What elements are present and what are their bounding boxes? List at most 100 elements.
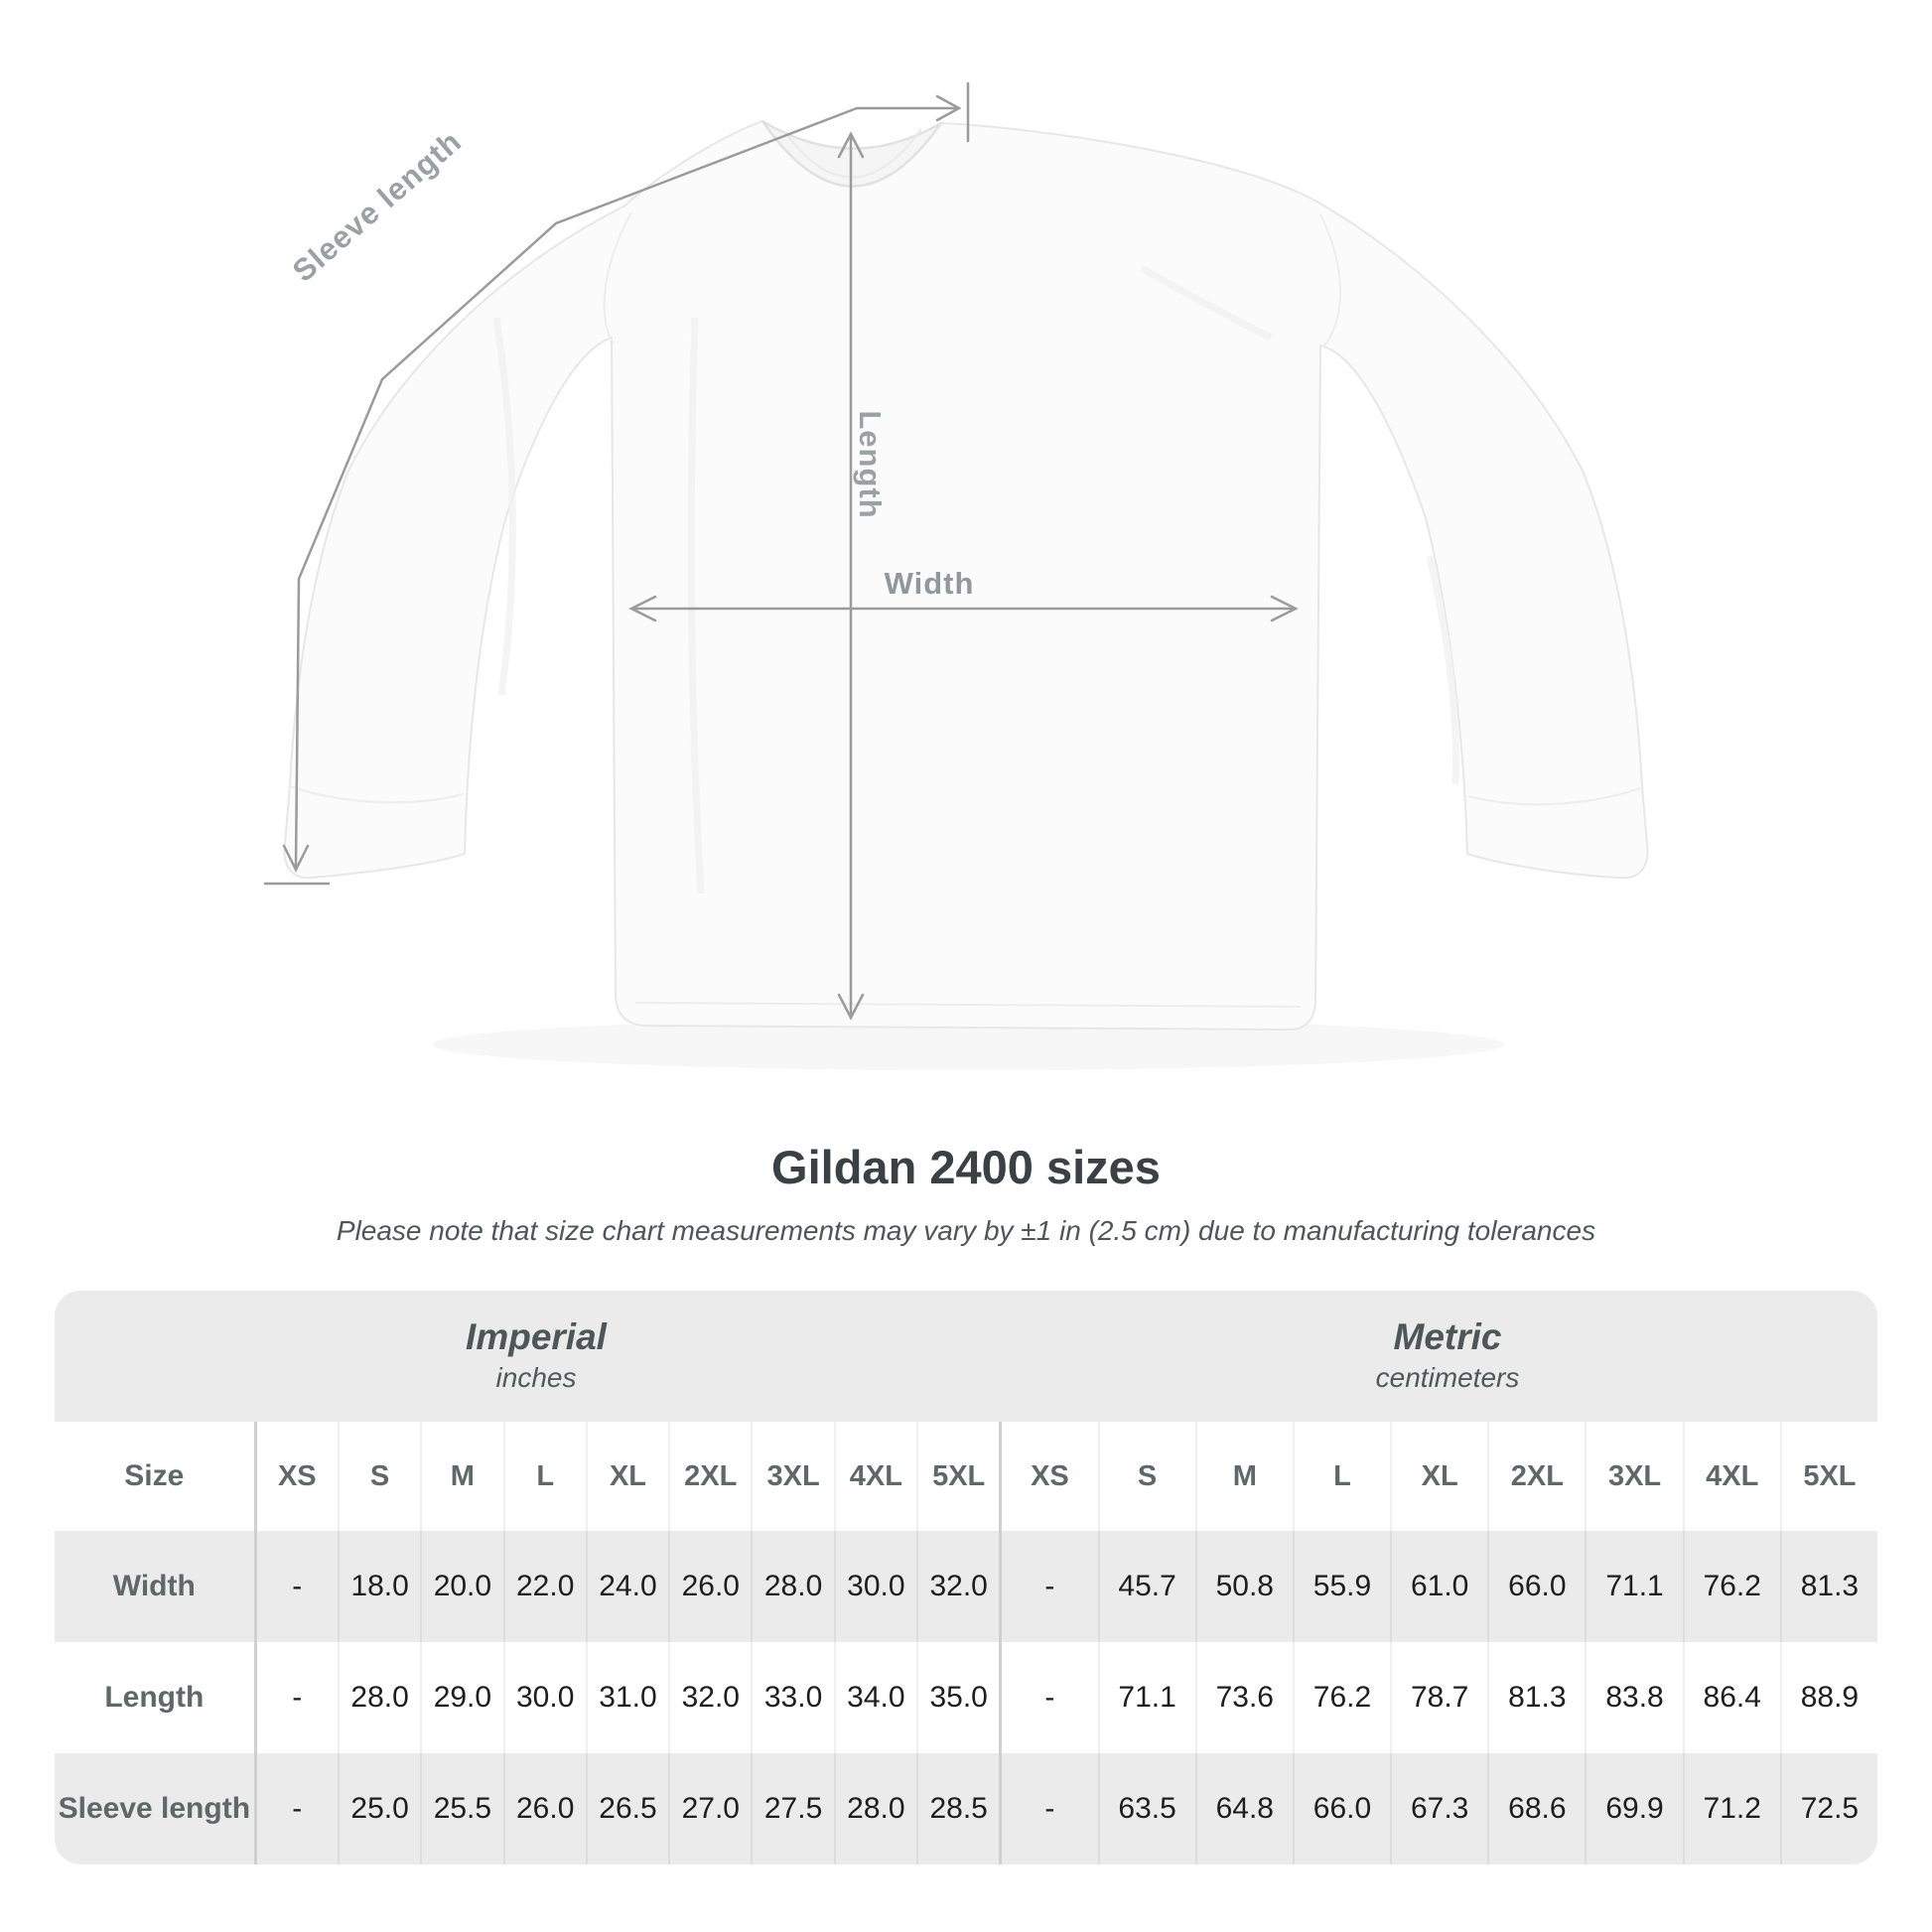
size-header-cell: S (1097, 1422, 1195, 1531)
table-row-sleeve-length: Sleeve length -25.0 25.5 26.0 26.5 27.0 27.5 2… (55, 1753, 1877, 1864)
value-cell: - (999, 1642, 1097, 1753)
shirt-shadow (432, 1019, 1504, 1070)
sleeve-metric-values: -63.5 64.8 66.0 67.3 68.6 69.9 71.2 72.5 (999, 1753, 1877, 1864)
size-header-cell: M (420, 1422, 502, 1531)
size-header-cell: M (1194, 1422, 1293, 1531)
width-metric-values: -45.7 50.8 55.9 61.0 66.0 71.1 76.2 81.3 (999, 1531, 1877, 1642)
shirt-diagram: Sleeve length Length Width (263, 81, 1649, 1070)
value-cell: 33.0 (751, 1642, 833, 1753)
metric-header: Metric centimeters (1018, 1291, 1877, 1422)
value-cell: 26.0 (668, 1531, 751, 1642)
width-imperial-values: -18.0 20.0 22.0 24.0 26.0 28.0 30.0 32.0 (253, 1531, 1000, 1642)
width-arrowhead-left (628, 595, 657, 622)
size-header-cell: 3XL (1585, 1422, 1682, 1531)
value-cell: 66.0 (1487, 1531, 1585, 1642)
value-cell: 25.0 (337, 1753, 420, 1864)
units-header-band: Imperial inches Metric centimeters (55, 1291, 1877, 1422)
value-cell: 34.0 (833, 1642, 916, 1753)
value-cell: 71.2 (1682, 1753, 1780, 1864)
value-cell: 26.5 (585, 1753, 668, 1864)
value-cell: 67.3 (1390, 1753, 1487, 1864)
value-cell: 76.2 (1682, 1531, 1780, 1642)
value-cell: 64.8 (1194, 1753, 1293, 1864)
value-cell: 63.5 (1097, 1753, 1195, 1864)
value-cell: 26.0 (502, 1753, 586, 1864)
shirt-body (283, 119, 1649, 1032)
size-header-cell: XL (585, 1422, 668, 1531)
value-cell: 18.0 (337, 1531, 420, 1642)
size-header-cell: L (502, 1422, 586, 1531)
value-cell: 81.3 (1487, 1642, 1585, 1753)
value-cell: 32.0 (668, 1642, 751, 1753)
value-cell: 24.0 (585, 1531, 668, 1642)
page-title: Gildan 2400 sizes (771, 1141, 1161, 1193)
value-cell: 66.0 (1292, 1753, 1390, 1864)
value-cell: 28.0 (337, 1642, 420, 1753)
value-cell: 30.0 (502, 1642, 586, 1753)
value-cell: 27.5 (751, 1753, 833, 1864)
sleeve-measure-line (294, 106, 859, 868)
size-table: Imperial inches Metric centimeters Size … (55, 1291, 1877, 1864)
value-cell: 25.5 (420, 1753, 502, 1864)
length-metric-values: -71.1 73.6 76.2 78.7 81.3 83.8 86.4 88.9 (999, 1642, 1877, 1753)
value-cell: 61.0 (1390, 1531, 1487, 1642)
row-label: Length (104, 1681, 205, 1714)
value-cell: 83.8 (1585, 1642, 1682, 1753)
value-cell: 29.0 (420, 1642, 502, 1753)
metric-unit: centimeters (1375, 1362, 1520, 1394)
value-cell: 50.8 (1194, 1531, 1293, 1642)
row-label: Sleeve length (58, 1792, 251, 1825)
width-label: Width (884, 566, 975, 601)
length-arrowhead-down (837, 993, 865, 1021)
value-cell: 76.2 (1292, 1642, 1390, 1753)
value-cell: 68.6 (1487, 1753, 1585, 1864)
value-cell: - (253, 1531, 338, 1642)
size-header-cell: 5XL (1779, 1422, 1877, 1531)
metric-title: Metric (1393, 1315, 1502, 1357)
value-cell: 69.9 (1585, 1753, 1682, 1864)
size-header-cell: XS (999, 1422, 1097, 1531)
width-arrowhead-right (1270, 595, 1299, 622)
size-header-cell: 4XL (1682, 1422, 1780, 1531)
value-cell: 22.0 (502, 1531, 586, 1642)
value-cell: 28.0 (751, 1531, 833, 1642)
value-cell: 73.6 (1194, 1642, 1293, 1753)
imperial-size-headers: XS S M L XL 2XL 3XL 4XL 5XL (253, 1422, 1000, 1531)
metric-size-headers: XS S M L XL 2XL 3XL 4XL 5XL (999, 1422, 1877, 1531)
value-cell: 88.9 (1779, 1642, 1877, 1753)
shirt-seams (289, 211, 1641, 1008)
value-cell: - (253, 1642, 338, 1753)
value-cell: - (999, 1531, 1097, 1642)
size-header-cell: 5XL (916, 1422, 999, 1531)
table-row-length: Length -28.0 29.0 30.0 31.0 32.0 33.0 34.0 35.0… (55, 1642, 1877, 1753)
value-cell: 28.0 (833, 1753, 916, 1864)
value-cell: 27.0 (668, 1753, 751, 1864)
size-column-header: Size (124, 1459, 185, 1492)
length-label: Length (853, 410, 888, 519)
collar-ribbing (783, 128, 922, 179)
size-header-cell: 2XL (1487, 1422, 1585, 1531)
value-cell: 31.0 (585, 1642, 668, 1753)
length-imperial-values: -28.0 29.0 30.0 31.0 32.0 33.0 34.0 35.0 (253, 1642, 1000, 1753)
value-cell: 81.3 (1779, 1531, 1877, 1642)
size-header-cell: L (1292, 1422, 1390, 1531)
imperial-unit: inches (495, 1362, 577, 1394)
value-cell: - (999, 1753, 1097, 1864)
value-cell: 86.4 (1682, 1642, 1780, 1753)
imperial-title: Imperial (466, 1315, 607, 1357)
fabric-folds (492, 264, 1459, 895)
sleeve-imperial-values: -25.0 25.5 26.0 26.5 27.0 27.5 28.0 28.5 (253, 1753, 1000, 1864)
size-header-cell: 2XL (668, 1422, 751, 1531)
table-row-width: Width -18.0 20.0 22.0 24.0 26.0 28.0 30.0 32.0 … (55, 1531, 1877, 1642)
value-cell: 55.9 (1292, 1531, 1390, 1642)
size-header-cell: XS (253, 1422, 338, 1531)
value-cell: 72.5 (1779, 1753, 1877, 1864)
row-label: Width (112, 1570, 196, 1602)
value-cell: 30.0 (833, 1531, 916, 1642)
value-cell: 45.7 (1097, 1531, 1195, 1642)
size-header-cell: S (337, 1422, 420, 1531)
size-header-cell: 3XL (751, 1422, 833, 1531)
value-cell: 78.7 (1390, 1642, 1487, 1753)
value-cell: - (253, 1753, 338, 1864)
